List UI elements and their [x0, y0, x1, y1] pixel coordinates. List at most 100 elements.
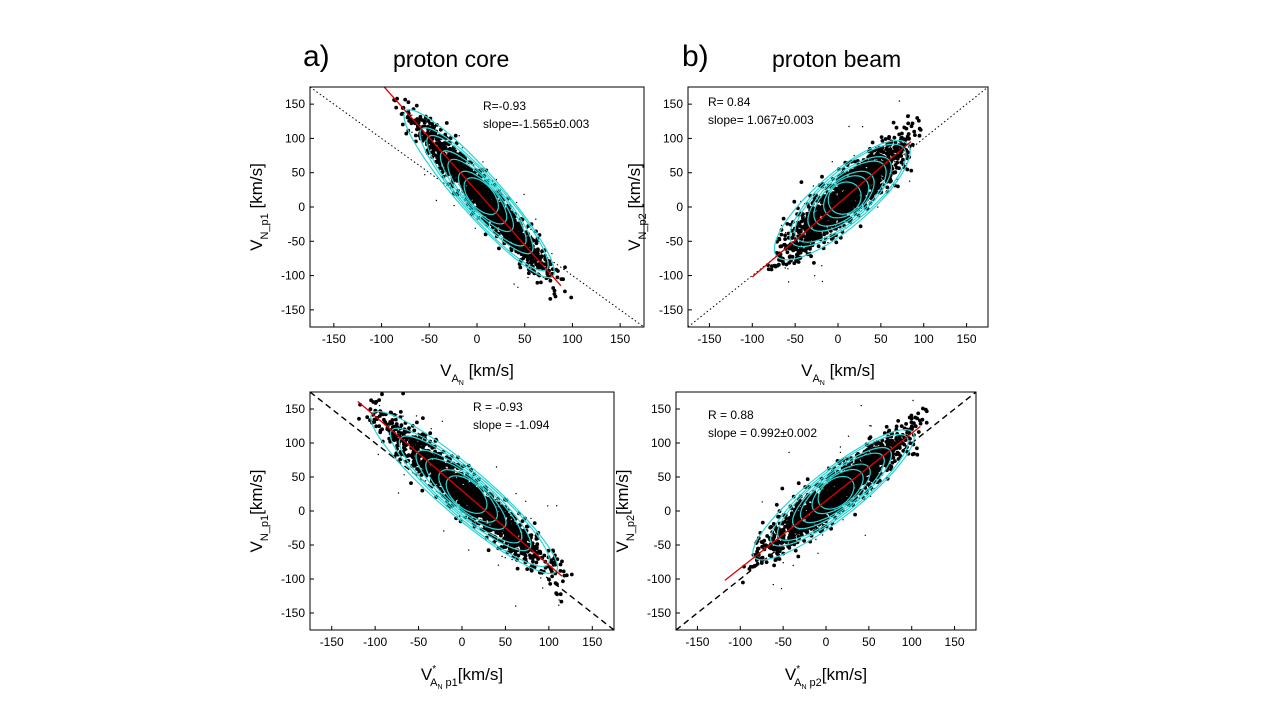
scatter-point — [380, 392, 384, 397]
scatter-point — [372, 420, 377, 424]
scatter-point — [769, 264, 774, 269]
annotation-line: R=-0.93 — [483, 99, 526, 113]
scatter-point — [477, 206, 480, 208]
scatter-point — [830, 198, 832, 200]
y-axis-label-sub: N_p1 — [259, 213, 271, 239]
scatter-point — [913, 133, 917, 138]
scatter-point — [462, 480, 466, 485]
scatter-point — [559, 599, 564, 604]
scatter-point — [795, 224, 800, 228]
scatter-point — [402, 430, 407, 435]
scatter-point — [483, 232, 488, 237]
scatter-point — [856, 192, 858, 194]
scatter-point — [499, 504, 504, 509]
scatter-point — [525, 258, 530, 262]
y-tick-label: -150 — [659, 303, 683, 317]
scatter-point — [461, 147, 463, 149]
scatter-point — [772, 263, 777, 268]
scatter-point — [832, 200, 837, 205]
scatter-point — [820, 212, 825, 217]
scatter-point — [402, 442, 406, 447]
scatter-point — [404, 437, 409, 442]
scatter-point — [842, 203, 846, 208]
scatter-point — [794, 247, 799, 252]
scatter-point — [503, 224, 507, 229]
scatter-point — [507, 515, 512, 520]
scatter-point — [893, 163, 898, 167]
x-axis-label-sub: A — [451, 373, 459, 385]
scatter-point — [813, 226, 818, 231]
scatter-point — [799, 219, 804, 224]
scatter-point — [465, 506, 469, 510]
scatter-point — [530, 235, 533, 237]
scatter-point — [453, 133, 458, 138]
scatter-point — [447, 152, 451, 156]
scatter-point — [884, 146, 889, 151]
x-tick-label: 100 — [562, 332, 582, 346]
scatter-point — [509, 548, 514, 553]
scatter-point — [421, 451, 426, 456]
scatter-point — [451, 171, 455, 176]
scatter-point — [887, 155, 889, 157]
scatter-point — [804, 216, 806, 218]
scatter-point — [451, 488, 455, 493]
scatter-point — [455, 479, 460, 484]
y-axis-label-unit: [km/s] — [247, 163, 266, 213]
scatter-point — [535, 542, 540, 547]
scatter-point — [466, 173, 471, 178]
y-tick-label: 0 — [298, 200, 305, 214]
scatter-point — [369, 398, 373, 403]
x-axis-label: VAN [km/s] — [440, 361, 514, 387]
scatter-point — [411, 459, 416, 464]
scatter-point — [561, 277, 565, 282]
scatter-point — [787, 255, 792, 259]
scatter-point — [809, 216, 814, 221]
scatter-point — [548, 582, 553, 586]
scatter-point — [816, 204, 821, 209]
scatter-point — [881, 180, 883, 182]
scatter-point — [879, 135, 884, 140]
scatter-points — [392, 96, 574, 301]
scatter-point — [798, 241, 803, 246]
x-tick-label: 50 — [874, 332, 888, 346]
scatter-point — [418, 114, 423, 119]
scatter-point — [558, 562, 563, 567]
scatter-point — [487, 196, 492, 201]
scatter-point — [843, 187, 845, 189]
scatter-point — [909, 168, 914, 173]
scatter-point — [493, 202, 498, 207]
scatter-point — [499, 211, 504, 216]
scatter-point — [902, 125, 905, 128]
panel-a-letter: a) — [303, 40, 330, 73]
scatter-point — [431, 459, 436, 464]
scatter-point — [806, 237, 811, 241]
scatter-point — [420, 440, 424, 445]
scatter-point — [394, 422, 399, 426]
y-axis-label: VN_p2 [km/s] — [625, 163, 649, 251]
scatter-point — [416, 455, 421, 460]
scatter-point — [558, 569, 563, 573]
scatter-point — [869, 150, 874, 155]
scatter-point — [875, 186, 880, 191]
scatter-point — [519, 551, 524, 555]
scatter-point — [834, 186, 838, 191]
scatter-point — [848, 202, 853, 207]
y-tick-label: -50 — [666, 234, 684, 248]
scatter-point — [406, 100, 411, 105]
y-axis-label-unit: [km/s] — [625, 163, 644, 213]
scatter-point — [412, 428, 417, 433]
scatter-point — [889, 146, 892, 149]
scatter-point — [435, 199, 438, 202]
scatter-point — [525, 536, 530, 541]
scatter-point — [800, 216, 805, 221]
scatter-point — [444, 162, 448, 167]
scatter-point — [398, 457, 403, 462]
plot-area — [310, 392, 614, 630]
scatter-point — [863, 174, 868, 179]
scatter-point — [405, 115, 410, 120]
scatter-point — [806, 240, 808, 242]
chart-top-left: -150 -100 -50 0 50 100 150-150-100-50050100150… — [247, 86, 645, 387]
scatter-point — [876, 181, 881, 185]
scatter-point — [904, 126, 909, 131]
scatter-point — [515, 201, 518, 204]
